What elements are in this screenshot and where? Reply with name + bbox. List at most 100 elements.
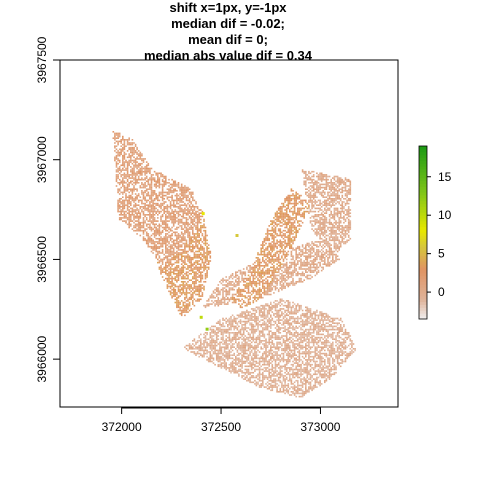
raster-cell [165, 225, 167, 227]
raster-cell [287, 354, 290, 356]
raster-cell [180, 309, 183, 312]
raster-cell [209, 295, 212, 297]
raster-cell [166, 284, 169, 286]
raster-cell [128, 182, 130, 184]
raster-cell [149, 225, 151, 227]
raster-cell [276, 287, 278, 289]
raster-cell [239, 365, 242, 368]
raster-cell [207, 250, 210, 253]
raster-cell [130, 196, 132, 198]
raster-cell [117, 177, 119, 179]
raster-cell [118, 188, 121, 190]
raster-cell [163, 198, 165, 200]
raster-cell [123, 182, 126, 184]
raster-cell [276, 252, 278, 254]
raster-cell [292, 304, 294, 307]
raster-cell [155, 172, 157, 175]
raster-cell [265, 370, 267, 372]
raster-cell [180, 209, 183, 211]
raster-cell [157, 185, 159, 187]
raster-cell [258, 309, 261, 312]
raster-cell [188, 245, 191, 248]
raster-cell [277, 316, 280, 318]
raster-cell [212, 357, 215, 360]
raster-cell [209, 332, 212, 334]
raster-cell [254, 354, 256, 356]
raster-cell [195, 348, 197, 350]
raster-cell [284, 316, 286, 318]
raster-cell [241, 351, 243, 353]
raster-cell [209, 255, 212, 257]
raster-cell [250, 336, 253, 339]
raster-cell [262, 276, 264, 278]
raster-cell [123, 214, 126, 216]
raster-cell [165, 265, 167, 267]
raster-cell [254, 295, 256, 297]
raster-cell [187, 231, 189, 234]
raster-cell [225, 341, 227, 344]
raster-cell [171, 271, 173, 273]
raster-cell [289, 265, 291, 267]
raster-cell [193, 263, 196, 265]
raster-cell [279, 231, 282, 234]
raster-cell [193, 209, 196, 211]
raster-cell [128, 209, 130, 211]
raster-cell [244, 349, 247, 352]
raster-cell [289, 233, 291, 235]
raster-cell [171, 277, 173, 280]
raster-cell [249, 365, 251, 368]
raster-cell [292, 226, 294, 229]
raster-cell [177, 202, 180, 205]
raster-cell [244, 335, 247, 337]
raster-cell [187, 287, 189, 289]
raster-cell [215, 335, 218, 337]
raster-cell [139, 153, 142, 155]
raster-cell [230, 348, 232, 350]
raster-cell [122, 158, 124, 160]
raster-cell [134, 161, 137, 163]
raster-cell [179, 190, 181, 192]
raster-cell [227, 292, 229, 294]
raster-cell [262, 328, 264, 331]
raster-cell [273, 255, 275, 257]
raster-cell [193, 271, 196, 273]
raster-cell [144, 190, 146, 192]
raster-cell [128, 154, 130, 157]
raster-cell [239, 300, 242, 302]
raster-cell [200, 271, 202, 273]
raster-cell [274, 268, 277, 270]
raster-cell [287, 194, 290, 197]
raster-cell [268, 376, 270, 379]
raster-cell [200, 266, 202, 269]
raster-cell [161, 237, 164, 240]
raster-cell [188, 191, 191, 194]
raster-cell [193, 220, 196, 222]
raster-cell [290, 194, 293, 197]
raster-cell [285, 320, 288, 323]
raster-cell [144, 166, 146, 168]
raster-cell [163, 206, 165, 208]
raster-cell [258, 295, 261, 297]
raster-cell [233, 371, 235, 374]
raster-cell [270, 375, 272, 377]
raster-cell [274, 276, 277, 278]
raster-cell [249, 376, 251, 379]
raster-cell [149, 215, 151, 218]
raster-cell [196, 247, 199, 250]
raster-cell [114, 158, 116, 160]
raster-cell [188, 304, 191, 307]
raster-cell [176, 196, 178, 198]
raster-cell [270, 261, 272, 264]
raster-cell [172, 225, 175, 227]
raster-cell [196, 218, 199, 221]
raster-cell [214, 348, 216, 350]
raster-cell [165, 182, 167, 184]
raster-cell [142, 159, 145, 162]
raster-cell [195, 253, 197, 256]
raster-cell [265, 236, 267, 238]
raster-cell [187, 225, 189, 227]
raster-cell [176, 266, 178, 269]
raster-cell [126, 172, 129, 175]
raster-cell [203, 355, 205, 358]
raster-cell [235, 322, 237, 324]
